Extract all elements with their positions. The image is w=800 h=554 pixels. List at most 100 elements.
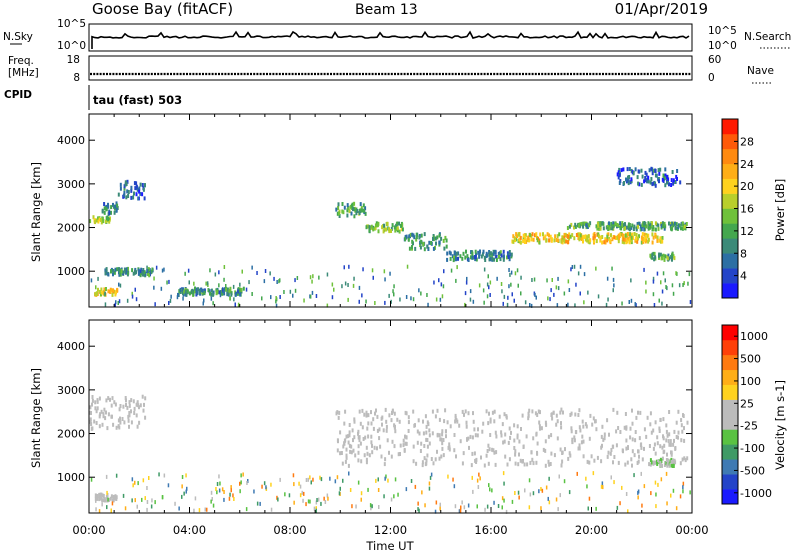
vel-echo-cell xyxy=(516,424,519,429)
power-echo-cell xyxy=(242,286,245,291)
power-noise-cell xyxy=(275,303,278,308)
vel-echo-cell xyxy=(582,454,585,459)
power-noise-cell xyxy=(146,265,148,270)
vel-noise-cell xyxy=(682,489,684,494)
vel-noise-cell xyxy=(137,481,139,486)
power-echo-cell xyxy=(557,238,560,243)
power-echo-cell xyxy=(419,243,422,247)
vel-echo-cell xyxy=(347,463,350,468)
vel-noise-cell xyxy=(309,499,311,504)
power-noise-cell xyxy=(529,303,531,307)
power-echo-cell xyxy=(598,234,600,239)
power-noise-cell xyxy=(214,272,217,277)
power-echo-cell xyxy=(114,204,117,209)
power-echo-cell xyxy=(108,219,111,224)
power-echo-cell xyxy=(510,252,513,257)
power-echo-cell xyxy=(657,226,660,231)
power-echo-cell xyxy=(100,287,103,292)
power-noise-cell xyxy=(202,301,204,306)
vel-echo-cell xyxy=(119,416,121,421)
vel-noise-cell xyxy=(514,491,516,495)
velocity-x-axis xyxy=(88,320,693,513)
vel-echo-cell xyxy=(404,434,406,439)
vel-noise-cell xyxy=(447,474,449,479)
power-noise-cell xyxy=(372,275,374,280)
vel-echo-cell xyxy=(665,429,668,434)
power-echo-cell xyxy=(396,221,399,226)
power-noise-cell xyxy=(352,283,355,288)
vel-echo-cell xyxy=(640,445,643,450)
power-echo-cell xyxy=(528,238,531,243)
vel-echo-cell xyxy=(564,447,566,452)
vel-echo-cell xyxy=(385,419,388,424)
power-echo-cell xyxy=(554,234,557,239)
vel-echo-cell xyxy=(472,411,474,416)
power-noise-cell xyxy=(628,300,630,304)
power-echo-cell xyxy=(370,224,373,229)
power-echo-cell xyxy=(415,237,418,242)
vel-echo-cell xyxy=(513,423,516,428)
power-noise-cell xyxy=(333,287,335,292)
power-echo-cell xyxy=(667,177,670,182)
power-echo-cell xyxy=(98,217,101,222)
power-echo-cell xyxy=(197,287,200,292)
vel-echo-cell xyxy=(343,441,346,446)
vel-echo-cell xyxy=(98,496,101,501)
power-echo-cell xyxy=(573,236,576,241)
power-noise-cell xyxy=(390,299,392,304)
power-echo-cell xyxy=(411,244,413,249)
power-echo-cell xyxy=(446,257,449,262)
power-echo-cell xyxy=(94,220,97,225)
vel-noise-cell xyxy=(585,476,587,481)
vel-noise-cell xyxy=(298,481,300,486)
vel-echo-cell xyxy=(627,446,629,450)
power-echo-cell xyxy=(438,233,441,238)
power-echo-cell xyxy=(512,234,515,239)
vel-echo-cell xyxy=(127,418,130,423)
power-echo-cell xyxy=(635,236,638,241)
power-echo-cell xyxy=(654,227,657,232)
power-noise-cell xyxy=(613,283,615,288)
vel-echo-cell xyxy=(489,417,492,422)
power-noise-cell xyxy=(365,299,367,304)
vel-echo-cell xyxy=(560,407,563,412)
vel-echo-cell xyxy=(666,461,669,466)
power-noise-cell xyxy=(612,277,615,282)
vel-echo-cell xyxy=(418,431,421,436)
vel-noise-cell xyxy=(410,479,413,483)
power-echo-cell xyxy=(238,288,241,293)
vel-noise-cell xyxy=(613,480,615,485)
power-echo-cell xyxy=(610,233,612,238)
power-noise-cell xyxy=(510,282,512,287)
vel-colorbar-tick-label: -500 xyxy=(740,464,765,477)
power-echo-cell xyxy=(467,258,470,262)
vel-noise-cell xyxy=(616,505,619,510)
vel-noise-cell xyxy=(488,483,490,488)
vel-echo-cell xyxy=(94,493,97,498)
vel-echo-cell xyxy=(649,458,652,463)
vel-ytick-label: 3000 xyxy=(57,384,85,397)
vel-noise-cell xyxy=(548,500,551,505)
vel-noise-cell xyxy=(637,490,639,495)
vel-echo-cell xyxy=(95,421,98,425)
power-noise-cell xyxy=(95,285,97,290)
vel-noise-cell xyxy=(377,488,380,492)
power-echo-cell xyxy=(630,238,633,243)
vel-noise-cell xyxy=(463,505,466,510)
vel-echo-cell xyxy=(376,414,379,419)
power-echo-cell xyxy=(453,251,456,255)
vel-echo-cell xyxy=(432,461,435,466)
vel-echo-cell xyxy=(112,494,115,499)
power-echo-cell xyxy=(109,287,112,292)
vel-echo-cell xyxy=(674,446,677,451)
vel-echo-cell xyxy=(477,427,479,432)
power-echo-cell xyxy=(137,268,140,273)
vel-echo-cell xyxy=(91,402,93,407)
vel-noise-cell xyxy=(375,478,377,483)
vel-noise-cell xyxy=(360,491,363,496)
power-echo-cell xyxy=(495,255,498,259)
vel-echo-cell xyxy=(430,457,433,461)
vel-echo-cell xyxy=(419,449,422,453)
vel-echo-cell xyxy=(420,441,423,446)
vel-noise-cell xyxy=(439,506,441,511)
